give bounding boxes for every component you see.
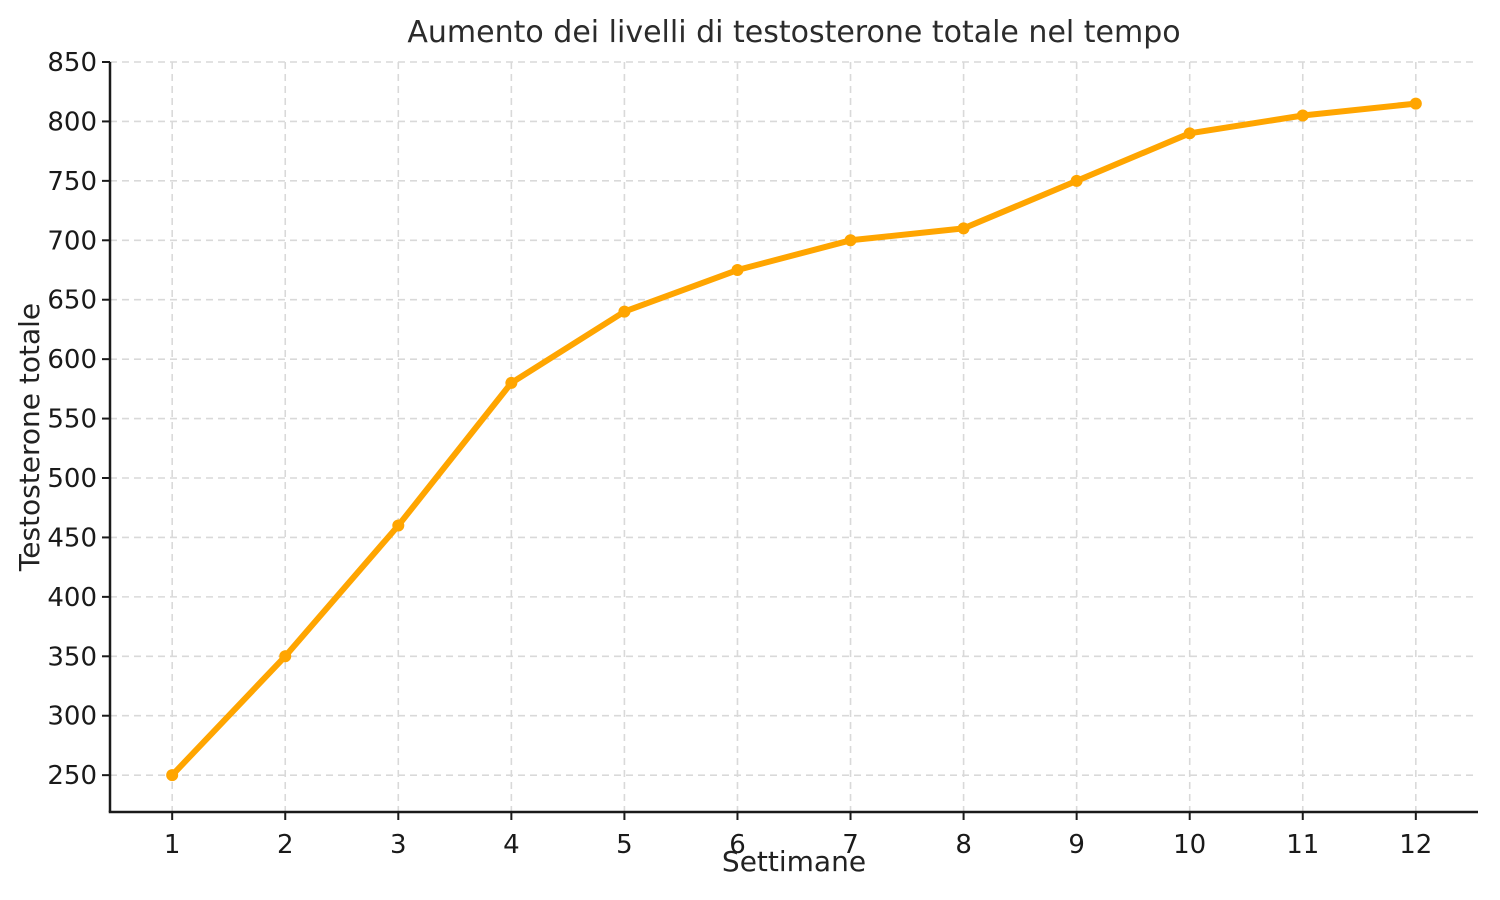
data-line [169, 100, 1419, 779]
data-point [1296, 109, 1309, 122]
data-point [1409, 97, 1422, 110]
data-point [844, 234, 857, 247]
y-tick-label: 450 [47, 523, 97, 553]
y-axis-label: Testosterone totale [13, 302, 46, 572]
y-tick-label: 500 [47, 464, 97, 494]
x-tick-label: 1 [164, 830, 181, 860]
x-axis-label: Settimane [721, 845, 867, 878]
data-point [1070, 174, 1083, 187]
y-tick-label: 550 [47, 405, 97, 435]
x-tick-label: 10 [1173, 830, 1206, 860]
x-tick-label: 9 [1068, 830, 1085, 860]
data-point [731, 264, 744, 277]
y-tick-label: 600 [47, 345, 97, 375]
x-tick-label: 12 [1399, 830, 1432, 860]
y-tick-label: 400 [47, 583, 97, 613]
y-tick-label: 800 [47, 107, 97, 137]
y-tick-label: 700 [47, 226, 97, 256]
chart-title: Aumento dei livelli di testosterone tota… [407, 15, 1181, 50]
x-tick-label: 3 [390, 830, 407, 860]
data-point [392, 519, 405, 532]
data-point [505, 376, 518, 389]
x-tick-label: 7 [842, 830, 859, 860]
data-point [957, 222, 970, 235]
y-tick-label: 750 [47, 167, 97, 197]
data-point [279, 650, 292, 663]
x-tick-label: 8 [955, 830, 972, 860]
x-tick-label: 2 [277, 830, 294, 860]
x-tick-label: 5 [616, 830, 633, 860]
data-point [1183, 127, 1196, 140]
y-tick-label: 250 [47, 761, 97, 791]
data-point [166, 769, 179, 782]
y-tick-label: 300 [47, 702, 97, 732]
x-tick-label: 4 [503, 830, 520, 860]
x-tick-label: 11 [1286, 830, 1319, 860]
y-tick-label: 350 [47, 642, 97, 672]
data-point [618, 305, 631, 318]
y-tick-label: 650 [47, 286, 97, 316]
y-tick-label: 850 [47, 48, 97, 78]
x-tick-label: 6 [729, 830, 746, 860]
